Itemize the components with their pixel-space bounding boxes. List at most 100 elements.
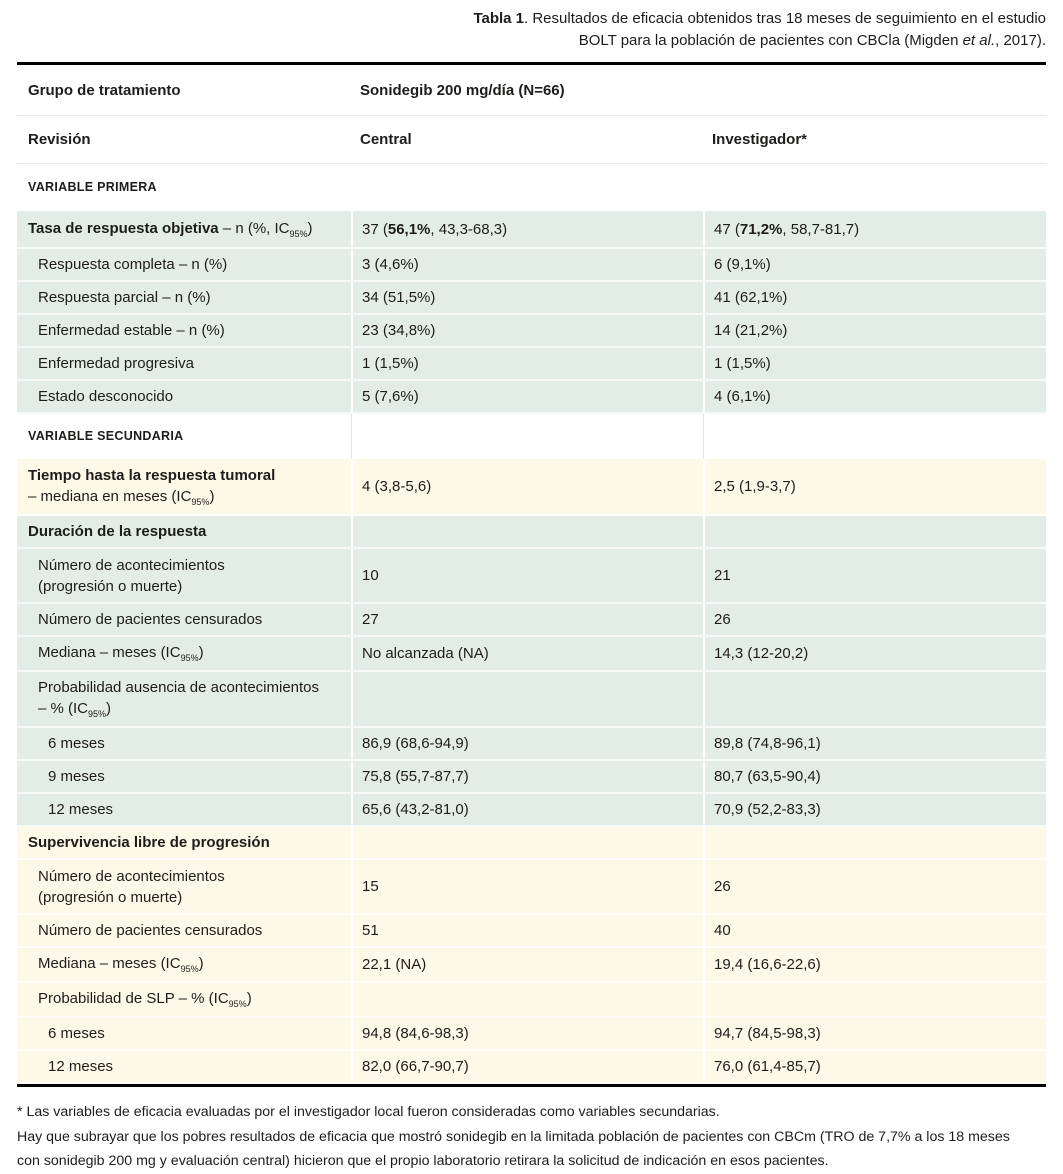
footnote: con sonidegib 200 mg y evaluación centra…: [17, 1153, 829, 1169]
section-row-variable-secundaria: VARIABLE SECUNDARIA: [17, 414, 1046, 459]
subsection-row-duracion: Duración de la respuesta: [17, 516, 1046, 549]
row-label: Mediana – meses (IC95%): [38, 955, 204, 974]
treatment-group-label: Grupo de tratamiento: [28, 81, 181, 99]
table-row: Enfermedad estable – n (%) 23 (34,8%) 14…: [17, 315, 1046, 348]
central-value: 94,8 (84,6-98,3): [351, 1018, 703, 1049]
row-label: Estado desconocido: [38, 388, 174, 405]
table-row: Número de acontecimientos (progresión o m…: [17, 549, 1046, 604]
row-label: 6 meses: [48, 735, 105, 752]
table-row: 9 meses 75,8 (55,7-87,7) 80,7 (63,5-90,4…: [17, 761, 1046, 794]
investigator-value: 4 (6,1%): [703, 381, 1046, 412]
investigator-value: 80,7 (63,5-90,4): [703, 761, 1046, 792]
table-row: Respuesta completa – n (%) 3 (4,6%) 6 (9…: [17, 249, 1046, 282]
section-row-variable-primera: VARIABLE PRIMERA: [17, 164, 1046, 211]
investigator-value: 19,4 (16,6-22,6): [703, 948, 1046, 981]
central-value: [351, 516, 703, 547]
row-label: Supervivencia libre de progresión: [28, 834, 270, 851]
table-header-row-treatment-group: Grupo de tratamiento Sonidegib 200 mg/dí…: [17, 65, 1046, 116]
investigator-value: 94,7 (84,5-98,3): [703, 1018, 1046, 1049]
central-value: 27: [351, 604, 703, 635]
central-value: 10: [351, 549, 703, 602]
review-label: Revisión: [28, 131, 91, 148]
investigator-value: 40: [703, 915, 1046, 946]
row-label: 6 meses: [48, 1025, 105, 1042]
table-row: Estado desconocido 5 (7,6%) 4 (6,1%): [17, 381, 1046, 414]
row-label: Respuesta parcial – n (%): [38, 289, 211, 306]
table-row: 6 meses 94,8 (84,6-98,3) 94,7 (84,5-98,3…: [17, 1018, 1046, 1051]
central-value: [351, 827, 703, 858]
investigator-value: 41 (62,1%): [703, 282, 1046, 313]
row-label: Probabilidad ausencia de acontecimientos…: [38, 679, 320, 719]
table-row: Probabilidad ausencia de acontecimientos…: [17, 672, 1046, 728]
row-label: Enfermedad progresiva: [38, 355, 194, 372]
table-row: Tasa de respuesta objetiva – n (%, IC95%…: [17, 211, 1046, 249]
investigator-value: 14,3 (12-20,2): [703, 637, 1046, 670]
table-row: Tiempo hasta la respuesta tumoral – media…: [17, 459, 1046, 516]
table-row: Número de acontecimientos (progresión o m…: [17, 860, 1046, 915]
review-central-header: Central: [360, 131, 412, 148]
central-value: 86,9 (68,6-94,9): [351, 728, 703, 759]
table-row: Mediana – meses (IC95%) No alcanzada (NA…: [17, 637, 1046, 672]
table-row: Mediana – meses (IC95%) 22,1 (NA) 19,4 (…: [17, 948, 1046, 983]
investigator-value: 70,9 (52,2-83,3): [703, 794, 1046, 825]
central-value: 1 (1,5%): [351, 348, 703, 379]
investigator-value: 1 (1,5%): [703, 348, 1046, 379]
investigator-value: 2,5 (1,9-3,7): [703, 459, 1046, 514]
row-label: Mediana – meses (IC95%): [38, 644, 204, 663]
central-value: 5 (7,6%): [351, 381, 703, 412]
table-row: Número de pacientes censurados 51 40: [17, 915, 1046, 948]
footnote: Hay que subrayar que los pobres resultad…: [17, 1128, 1010, 1145]
investigator-value: 89,8 (74,8-96,1): [703, 728, 1046, 759]
central-value: 3 (4,6%): [351, 249, 703, 280]
table-row: 12 meses 82,0 (66,7-90,7) 76,0 (61,4-85,…: [17, 1051, 1046, 1084]
table-row: Respuesta parcial – n (%) 34 (51,5%) 41 …: [17, 282, 1046, 315]
row-label: Número de acontecimientos (progresión o m…: [38, 556, 225, 595]
investigator-value: [703, 672, 1046, 726]
investigator-value: [703, 516, 1046, 547]
table-row: Enfermedad progresiva 1 (1,5%) 1 (1,5%): [17, 348, 1046, 381]
section-label: VARIABLE PRIMERA: [28, 180, 157, 194]
review-investigator-header: Investigador*: [712, 131, 808, 148]
investigator-value: 14 (21,2%): [703, 315, 1046, 346]
investigator-value: 47 (71,2%, 58,7-81,7): [703, 211, 1046, 247]
row-label: Enfermedad estable – n (%): [38, 322, 225, 339]
table-row: 6 meses 86,9 (68,6-94,9) 89,8 (74,8-96,1…: [17, 728, 1046, 761]
investigator-value: 26: [703, 604, 1046, 635]
investigator-value: 26: [703, 860, 1046, 913]
table-row: Número de pacientes censurados 27 26: [17, 604, 1046, 637]
row-label: 12 meses: [48, 1058, 114, 1075]
section-label: VARIABLE SECUNDARIA: [28, 429, 184, 443]
central-value: 23 (34,8%): [351, 315, 703, 346]
central-value: 22,1 (NA): [351, 948, 703, 981]
central-value: 75,8 (55,7-87,7): [351, 761, 703, 792]
central-value: [351, 414, 703, 459]
investigator-value: 21: [703, 549, 1046, 602]
central-value: 37 (56,1%, 43,3-68,3): [351, 211, 703, 247]
investigator-value: [703, 414, 1046, 459]
central-value: [351, 983, 703, 1016]
central-value: [351, 672, 703, 726]
row-label: 12 meses: [48, 801, 114, 818]
investigator-value: [703, 983, 1046, 1016]
table-title: Tabla 1. Resultados de eficacia obtenido…: [473, 10, 1046, 49]
central-value: 34 (51,5%): [351, 282, 703, 313]
row-label: Probabilidad de SLP – % (IC95%): [38, 990, 252, 1009]
row-label: Respuesta completa – n (%): [38, 256, 228, 273]
row-label: Número de pacientes censurados: [38, 922, 263, 939]
row-label: Número de pacientes censurados: [38, 611, 263, 628]
row-label: Número de acontecimientos (progresión o m…: [38, 867, 225, 906]
row-label: Duración de la respuesta: [28, 523, 207, 540]
treatment-group-value: Sonidegib 200 mg/día (N=66): [360, 81, 565, 99]
row-label: Tasa de respuesta objetiva – n (%, IC95%…: [28, 219, 313, 239]
central-value: 15: [351, 860, 703, 913]
central-value: 4 (3,8-5,6): [351, 459, 703, 514]
table-row: 12 meses 65,6 (43,2-81,0) 70,9 (52,2-83,…: [17, 794, 1046, 827]
table-footnotes: * Las variables de eficacia evaluadas po…: [17, 1087, 1046, 1174]
central-value: 65,6 (43,2-81,0): [351, 794, 703, 825]
subsection-row-supervivencia: Supervivencia libre de progresión: [17, 827, 1046, 860]
central-value: 51: [351, 915, 703, 946]
footnote: * Las variables de eficacia evaluadas po…: [17, 1104, 720, 1120]
efficacy-results-table: Grupo de tratamiento Sonidegib 200 mg/dí…: [17, 62, 1046, 1087]
central-value: 82,0 (66,7-90,7): [351, 1051, 703, 1082]
